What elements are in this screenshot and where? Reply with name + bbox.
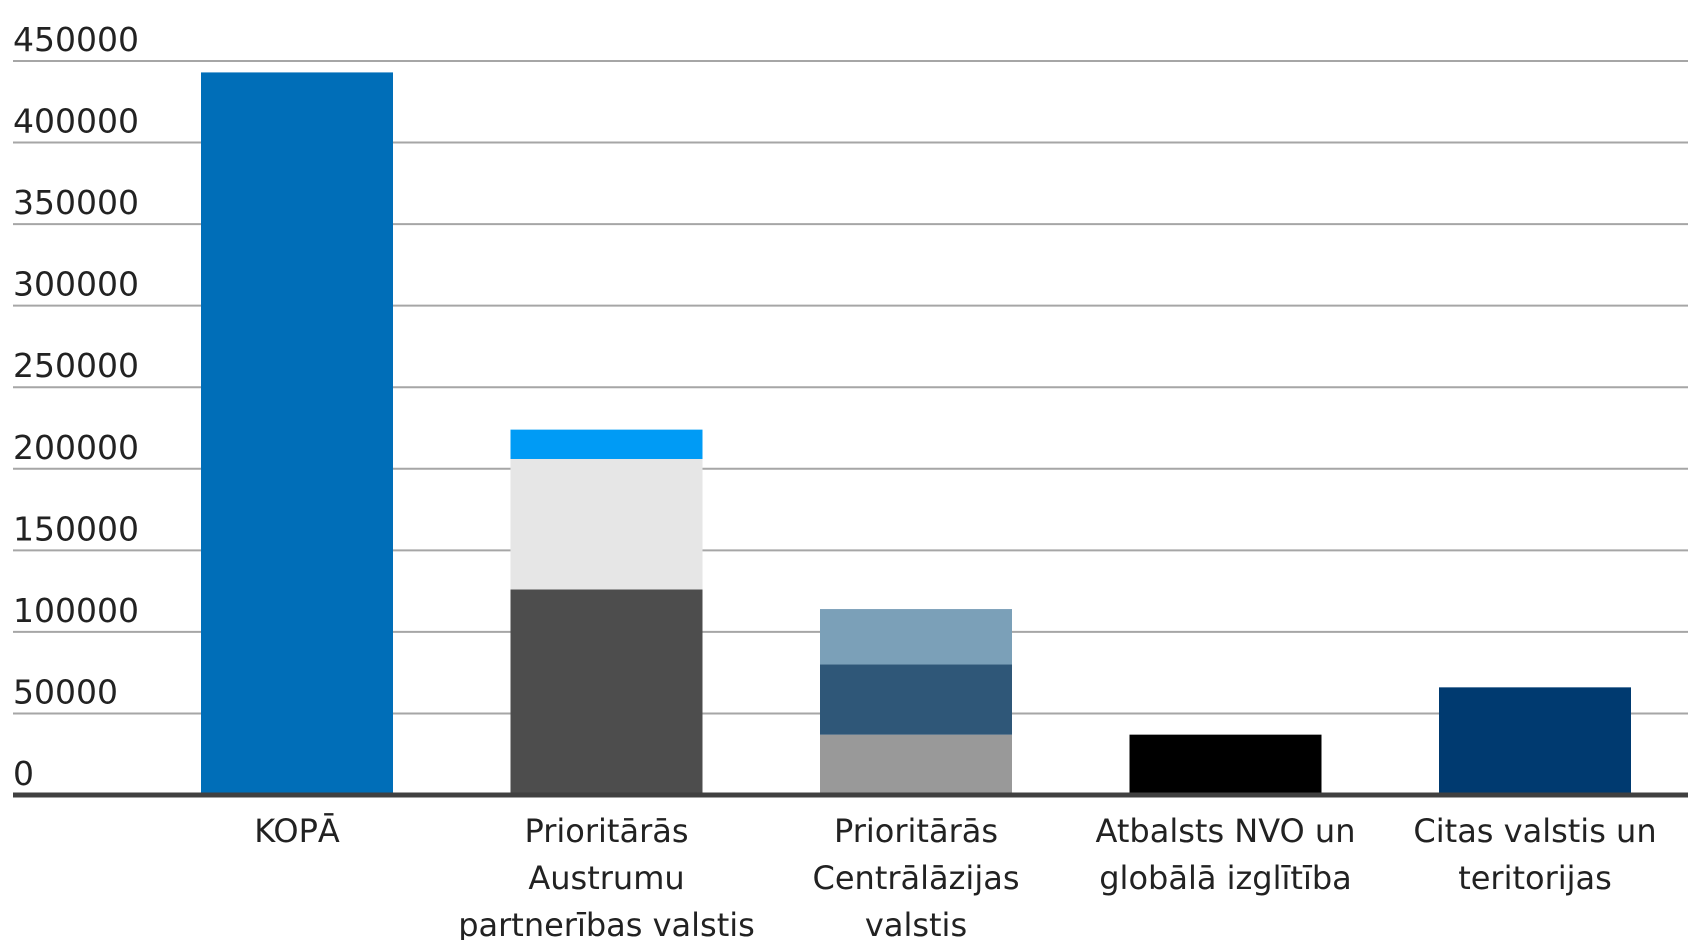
y-tick-label: 150000 xyxy=(13,509,139,548)
x-category-label: KOPĀ xyxy=(254,812,340,850)
x-category-label: Prioritārās xyxy=(834,812,998,850)
x-category-label: Austrumu xyxy=(528,859,684,897)
y-axis-tick-labels: 0 50000 100000 150000 200000 250000 300000 3500… xyxy=(13,20,139,793)
x-axis-category-labels: KOPĀ Prioritārās Austrumu partnerības valst… xyxy=(254,812,1656,940)
bar-segment xyxy=(201,72,393,795)
bar-segment xyxy=(1129,734,1322,795)
y-tick-label: 450000 xyxy=(13,20,139,59)
y-tick-label: 400000 xyxy=(13,102,139,141)
y-tick-label: 250000 xyxy=(13,346,139,385)
x-category-label: valstis xyxy=(865,906,967,940)
y-tick-label: 200000 xyxy=(13,428,139,467)
bar-segment xyxy=(820,664,1012,735)
y-tick-label: 0 xyxy=(13,754,34,793)
x-category-label: Centrālāzijas xyxy=(813,859,1020,897)
x-category-label: Prioritārās xyxy=(525,812,689,850)
x-category-label: Citas valstis un xyxy=(1413,812,1656,850)
bar-segment xyxy=(820,609,1012,665)
y-tick-label: 300000 xyxy=(13,265,139,304)
y-tick-label: 100000 xyxy=(13,591,139,630)
y-tick-label: 350000 xyxy=(13,183,139,222)
x-category-label: Atbalsts NVO un xyxy=(1096,812,1356,850)
bar-segment xyxy=(510,589,703,795)
bar-segment xyxy=(510,458,703,590)
bar-segment xyxy=(510,429,703,459)
x-category-label: teritorijas xyxy=(1458,859,1612,897)
x-category-label: globālā izglītība xyxy=(1099,859,1352,897)
bars xyxy=(201,72,1631,795)
bar-segment xyxy=(820,734,1012,795)
bar-segment xyxy=(1439,687,1631,795)
x-category-label: partnerības valstis xyxy=(458,906,755,940)
y-tick-label: 50000 xyxy=(13,672,118,711)
